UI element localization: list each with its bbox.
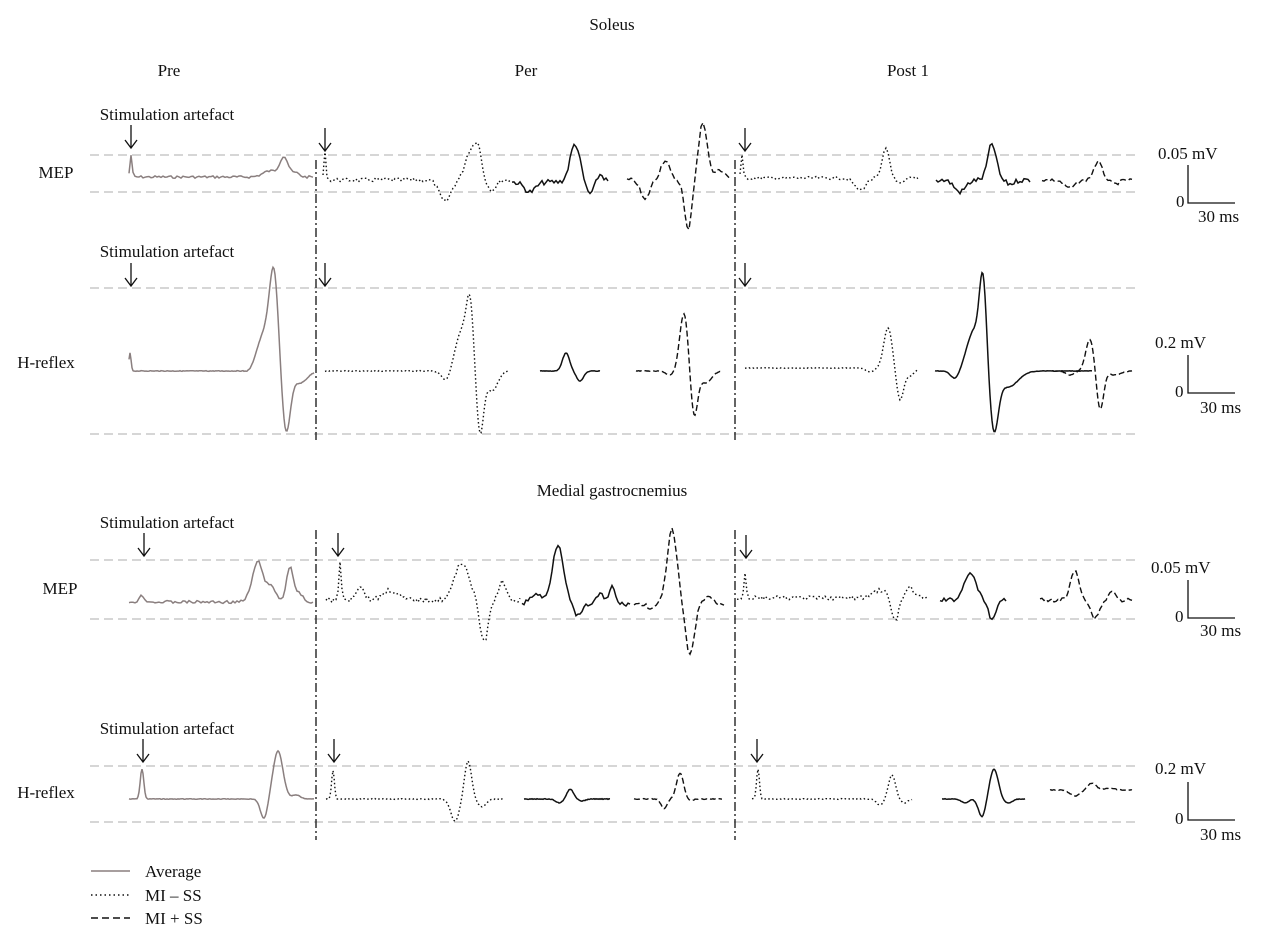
scale-bar-mep-gastro	[1187, 580, 1235, 619]
trace-gastro-h-post-mi-plus-ss-dashed	[1049, 782, 1133, 797]
down-arrow-icon	[318, 263, 332, 288]
scale-label-mep-amp-2: 0.05 mV	[1151, 558, 1211, 577]
scale-bar-h-gastro	[1187, 782, 1235, 821]
down-arrow-icon	[738, 263, 752, 288]
down-arrow-icon	[750, 739, 764, 764]
trace-soleus-h-per-mi-plus-ss-solid	[539, 352, 601, 383]
row-label-gastro-mep: MEP	[43, 579, 78, 598]
artefact-label-4: Stimulation artefact	[100, 719, 235, 738]
trace-gastro-h-per-mi-minus-ss	[325, 759, 506, 823]
trace-soleus-h-post-mi-minus-ss	[744, 326, 919, 402]
scale-label-time-3: 30 ms	[1200, 621, 1241, 640]
trace-soleus-h-post-mi-plus-ss-dashed	[1052, 338, 1133, 410]
scale-label-zero-4: 0	[1175, 809, 1184, 828]
trace-gastro-h-post-mi-plus-ss-solid	[941, 768, 1026, 818]
row-label-soleus-mep: MEP	[39, 163, 74, 182]
row-label-gastro-hreflex: H-reflex	[17, 783, 75, 802]
artefact-label-2: Stimulation artefact	[100, 242, 235, 261]
scale-label-mep-amp-1: 0.05 mV	[1158, 144, 1218, 163]
scale-label-zero-3: 0	[1175, 607, 1184, 626]
scale-label-time-4: 30 ms	[1200, 825, 1241, 844]
column-pre: Pre	[158, 61, 181, 80]
gastrocnemius-title: Medial gastrocnemius	[537, 481, 688, 500]
column-separators	[315, 160, 736, 840]
trace-gastro-mep-post-mi-minus-ss	[736, 573, 930, 621]
legend: Average MI – SS MI + SS	[91, 862, 203, 928]
legend-label-mi-plus-ss: MI + SS	[145, 909, 203, 928]
trace-gastro-mep-post-mi-plus-ss-solid	[939, 571, 1007, 621]
row-label-soleus-hreflex: H-reflex	[17, 353, 75, 372]
trace-gastro-mep-pre-average	[128, 560, 314, 605]
scale-bar-h-soleus	[1187, 355, 1235, 394]
trace-soleus-h-pre-average	[128, 265, 315, 432]
down-arrow-icon	[327, 739, 341, 764]
scale-label-time-1: 30 ms	[1198, 207, 1239, 226]
trace-gastro-mep-per-mi-minus-ss	[325, 561, 521, 642]
trace-soleus-mep-pre-average	[128, 155, 314, 180]
down-arrow-icon	[331, 533, 345, 558]
down-arrow-icon	[124, 263, 138, 288]
trace-soleus-h-post-mi-plus-ss-solid	[934, 271, 1093, 433]
waveform-traces	[128, 120, 1133, 823]
trace-gastro-mep-post-mi-plus-ss-dashed	[1039, 570, 1133, 621]
guide-lines	[90, 154, 1135, 823]
arrow-group	[124, 125, 764, 764]
trace-soleus-mep-post-mi-plus-ss-solid	[935, 142, 1031, 196]
trace-soleus-mep-post-mi-plus-ss-dashed	[1041, 159, 1133, 189]
trace-soleus-mep-post-mi-minus-ss	[739, 146, 919, 191]
scale-label-zero-2: 0	[1175, 382, 1184, 401]
artefact-label-3: Stimulation artefact	[100, 513, 235, 532]
scale-bar-mep-soleus	[1187, 165, 1235, 204]
column-post: Post 1	[887, 61, 929, 80]
trace-gastro-h-pre-average	[128, 749, 315, 820]
soleus-title: Soleus	[589, 15, 634, 34]
trace-soleus-h-per-mi-minus-ss	[324, 292, 509, 434]
scale-bars	[1187, 165, 1235, 821]
trace-gastro-h-per-mi-plus-ss-solid	[523, 788, 611, 804]
scale-label-zero-1: 0	[1176, 192, 1185, 211]
trace-gastro-h-post-mi-minus-ss	[751, 769, 913, 806]
artefact-label-1: Stimulation artefact	[100, 105, 235, 124]
trace-soleus-mep-per-mi-plus-ss-solid	[511, 142, 609, 195]
trace-gastro-mep-per-mi-plus-ss-dashed	[633, 525, 725, 656]
down-arrow-icon	[739, 535, 753, 560]
trace-soleus-h-per-mi-plus-ss-dashed	[635, 312, 723, 417]
legend-label-average: Average	[145, 862, 201, 881]
legend-label-mi-minus-ss: MI – SS	[145, 886, 202, 905]
scale-label-h-amp-1: 0.2 mV	[1155, 333, 1207, 352]
trace-soleus-mep-per-mi-plus-ss-dashed	[626, 120, 730, 232]
scale-label-h-amp-2: 0.2 mV	[1155, 759, 1207, 778]
down-arrow-icon	[137, 533, 151, 558]
down-arrow-icon	[124, 125, 138, 150]
down-arrow-icon	[318, 128, 332, 153]
down-arrow-icon	[136, 739, 150, 764]
down-arrow-icon	[738, 128, 752, 153]
trace-gastro-h-per-mi-plus-ss-dashed	[633, 772, 722, 810]
trace-gastro-mep-per-mi-plus-ss-solid	[521, 544, 631, 617]
scale-label-time-2: 30 ms	[1200, 398, 1241, 417]
column-per: Per	[515, 61, 538, 80]
